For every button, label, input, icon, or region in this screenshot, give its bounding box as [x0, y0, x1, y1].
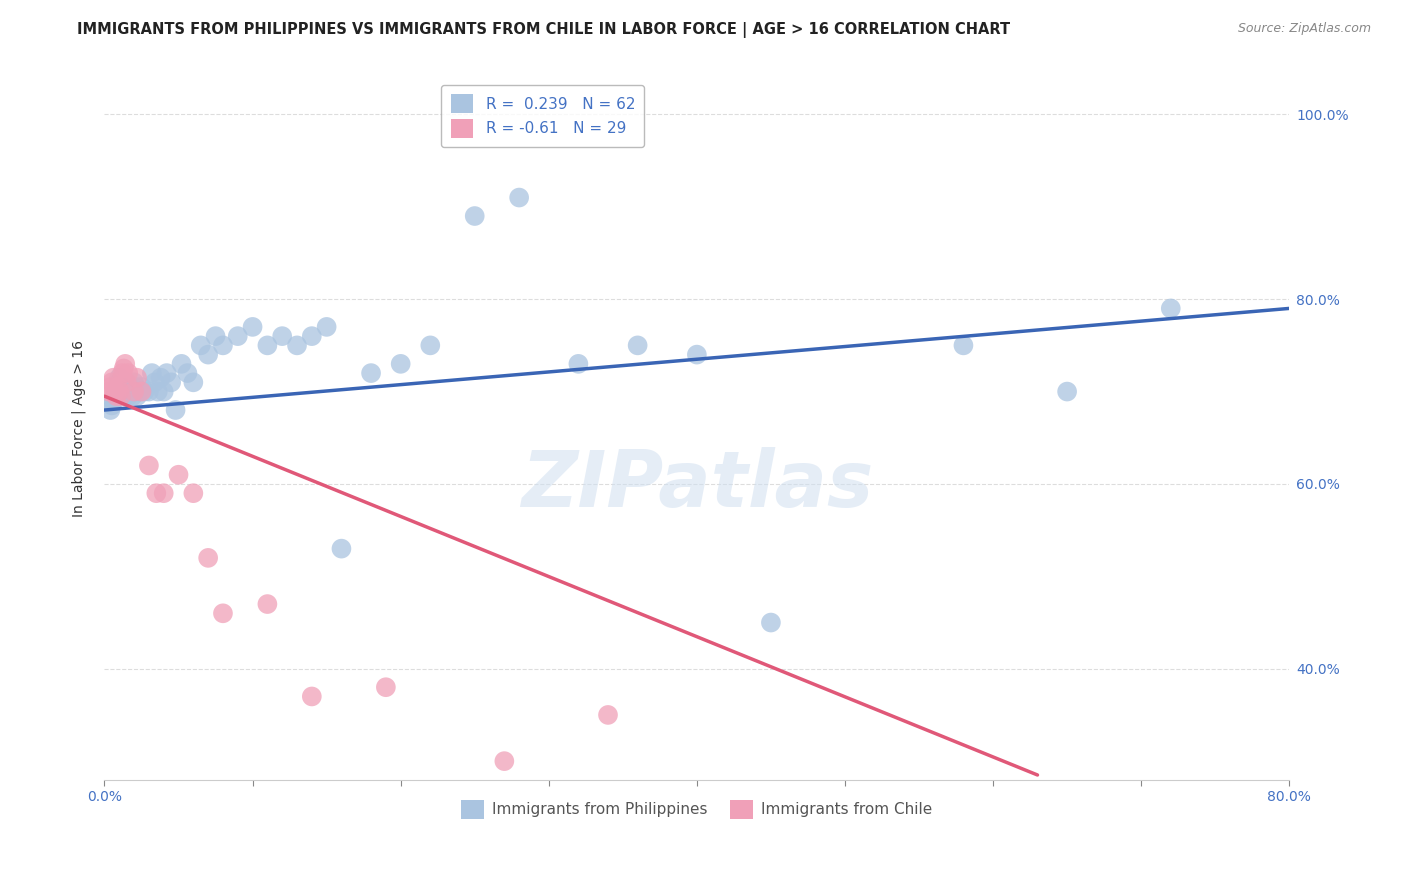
Point: [121, 389, 143, 403]
Point: [145, 486, 167, 500]
Point: [567, 357, 589, 371]
Point: [131, 380, 153, 394]
Point: [686, 348, 709, 362]
Point: [111, 384, 134, 399]
Point: [110, 389, 132, 403]
Point: [464, 209, 486, 223]
Point: [165, 403, 187, 417]
Point: [114, 389, 136, 403]
Point: [100, 403, 122, 417]
Point: [104, 389, 127, 403]
Point: [108, 384, 131, 399]
Point: [115, 376, 138, 390]
Point: [242, 319, 264, 334]
Point: [419, 338, 441, 352]
Point: [111, 366, 134, 380]
Point: [101, 399, 124, 413]
Y-axis label: In Labor Force | Age > 16: In Labor Force | Age > 16: [72, 340, 86, 517]
Point: [125, 370, 148, 384]
Point: [105, 389, 128, 403]
Point: [141, 366, 163, 380]
Point: [167, 467, 190, 482]
Point: [118, 380, 141, 394]
Point: [301, 690, 323, 704]
Point: [212, 338, 235, 352]
Point: [112, 361, 135, 376]
Point: [115, 376, 138, 390]
Text: Source: ZipAtlas.com: Source: ZipAtlas.com: [1237, 22, 1371, 36]
Point: [183, 376, 205, 390]
Point: [112, 380, 135, 394]
Point: [100, 380, 122, 394]
Point: [110, 389, 132, 403]
Point: [197, 348, 219, 362]
Point: [256, 338, 278, 352]
Point: [176, 366, 198, 380]
Point: [97, 384, 120, 399]
Point: [494, 754, 516, 768]
Point: [122, 384, 145, 399]
Point: [152, 486, 174, 500]
Point: [160, 376, 183, 390]
Point: [125, 389, 148, 403]
Point: [212, 607, 235, 621]
Point: [128, 384, 150, 399]
Point: [952, 338, 974, 352]
Point: [115, 384, 138, 399]
Point: [107, 380, 129, 394]
Point: [190, 338, 212, 352]
Point: [146, 384, 169, 399]
Point: [627, 338, 650, 352]
Point: [330, 541, 353, 556]
Point: [1160, 301, 1182, 316]
Point: [104, 384, 127, 399]
Point: [117, 389, 139, 403]
Point: [108, 376, 131, 390]
Point: [108, 384, 131, 399]
Point: [143, 376, 166, 390]
Point: [759, 615, 782, 630]
Point: [508, 190, 530, 204]
Point: [389, 357, 412, 371]
Point: [204, 329, 226, 343]
Point: [131, 384, 153, 399]
Point: [101, 376, 124, 390]
Point: [271, 329, 294, 343]
Point: [156, 366, 179, 380]
Point: [374, 680, 396, 694]
Text: ZIPatlas: ZIPatlas: [520, 447, 873, 523]
Point: [360, 366, 382, 380]
Point: [124, 380, 146, 394]
Point: [138, 384, 160, 399]
Text: IMMIGRANTS FROM PHILIPPINES VS IMMIGRANTS FROM CHILE IN LABOR FORCE | AGE > 16 C: IMMIGRANTS FROM PHILIPPINES VS IMMIGRANT…: [77, 22, 1011, 38]
Point: [315, 319, 337, 334]
Point: [149, 370, 172, 384]
Point: [226, 329, 249, 343]
Point: [134, 384, 156, 399]
Point: [301, 329, 323, 343]
Point: [103, 370, 125, 384]
Point: [183, 486, 205, 500]
Point: [120, 384, 142, 399]
Point: [103, 393, 125, 408]
Point: [122, 384, 145, 399]
Point: [138, 458, 160, 473]
Point: [596, 707, 619, 722]
Point: [170, 357, 193, 371]
Point: [114, 357, 136, 371]
Point: [285, 338, 308, 352]
Point: [197, 550, 219, 565]
Legend: Immigrants from Philippines, Immigrants from Chile: Immigrants from Philippines, Immigrants …: [456, 794, 938, 824]
Point: [108, 370, 131, 384]
Point: [122, 376, 145, 390]
Point: [152, 384, 174, 399]
Point: [117, 366, 139, 380]
Point: [105, 384, 128, 399]
Point: [1056, 384, 1078, 399]
Point: [256, 597, 278, 611]
Point: [107, 380, 129, 394]
